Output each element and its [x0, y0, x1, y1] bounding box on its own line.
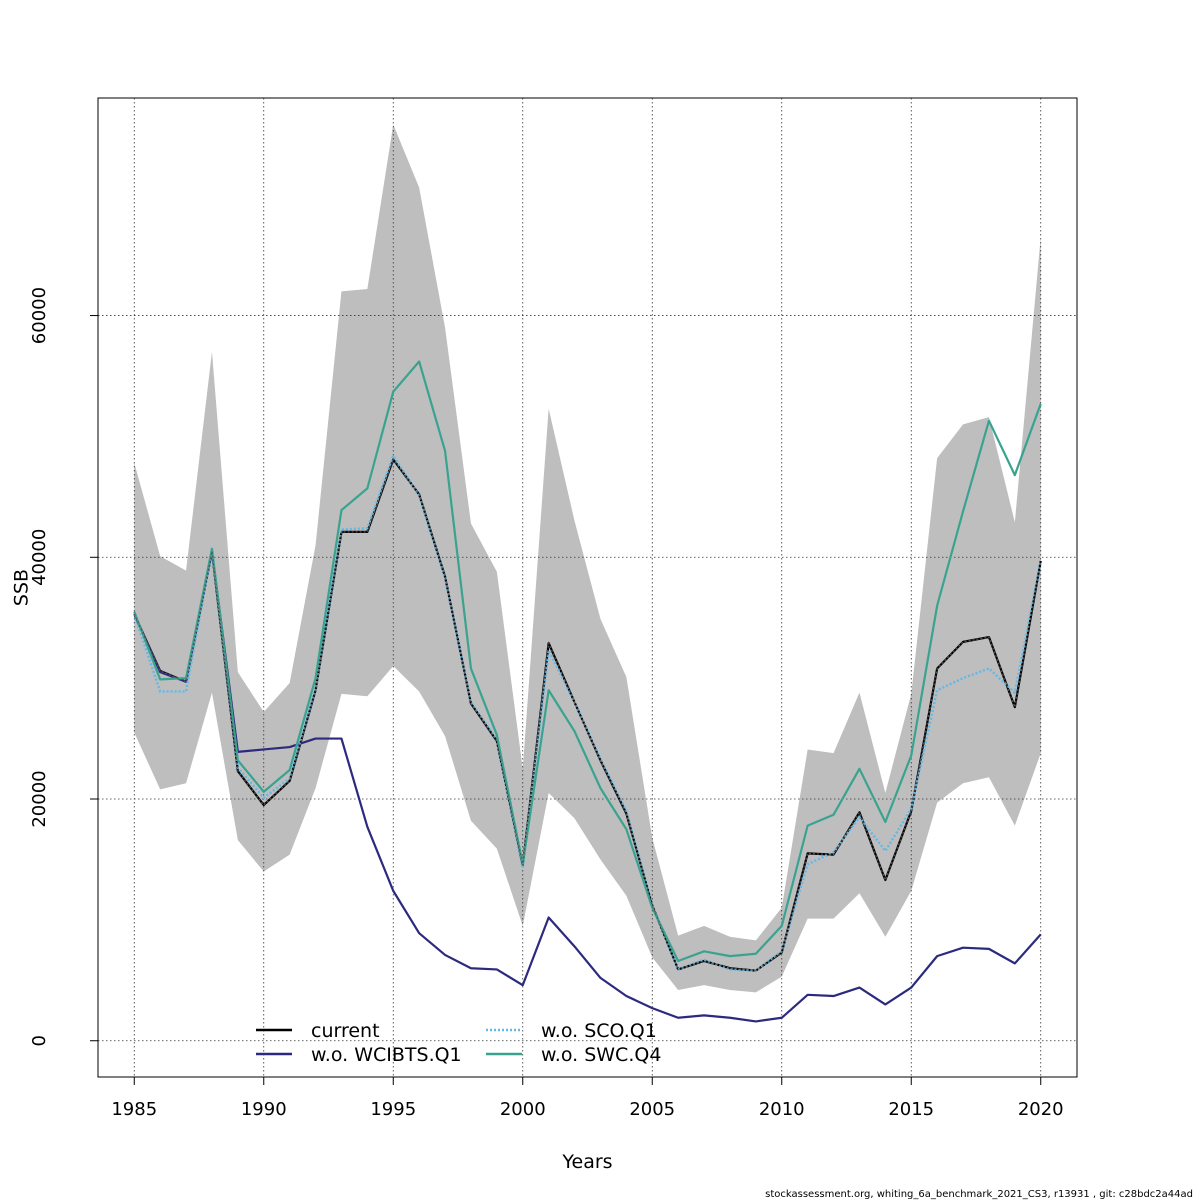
x-tick-label-2000: 2000 [500, 1099, 546, 1120]
x-tick-label-2005: 2005 [629, 1099, 675, 1120]
legend-item-wo-swc-q4: w.o. SWC.Q4 [486, 1044, 661, 1066]
legend: current w.o. WCIBTS.Q1 w.o. SCO.Q1 w.o. … [256, 1020, 661, 1066]
x-tick-label-2010: 2010 [759, 1099, 805, 1120]
legend-label-current: current [311, 1020, 380, 1042]
y-tick-label-60000: 60000 [29, 287, 50, 344]
series-line-w-o-wcibts-q1 [133, 550, 1042, 1023]
legend-label-wo-swc-q4: w.o. SWC.Q4 [541, 1044, 661, 1066]
plot-frame [97, 97, 1078, 1078]
series-line-w-o-swc-q4 [133, 360, 1042, 963]
x-tick-label-2015: 2015 [888, 1099, 934, 1120]
x-tick-label-1990: 1990 [241, 1099, 287, 1120]
series-line-current-overlay [133, 458, 1042, 972]
y-tick-label-20000: 20000 [29, 770, 50, 827]
y-axis-label: SSB [11, 569, 33, 606]
y-tick-label-0: 0 [29, 1035, 50, 1046]
legend-item-current: current [256, 1020, 380, 1042]
x-axis-label: Years [561, 1151, 612, 1173]
x-tick-label-2020: 2020 [1018, 1099, 1064, 1120]
legend-label-wo-sco-q1: w.o. SCO.Q1 [541, 1020, 657, 1042]
legend-item-wo-sco-q1: w.o. SCO.Q1 [486, 1020, 657, 1042]
legend-item-wo-wcibts-q1: w.o. WCIBTS.Q1 [256, 1044, 462, 1066]
legend-label-wo-wcibts-q1: w.o. WCIBTS.Q1 [311, 1044, 462, 1066]
y-tick-label-40000: 40000 [29, 529, 50, 586]
x-tick-label-1995: 1995 [370, 1099, 416, 1120]
footer-credit: stockassessment.org, whiting_6a_benchmar… [765, 1189, 1193, 1200]
confidence-band [134, 124, 1041, 993]
x-tick-label-1985: 1985 [111, 1099, 157, 1120]
